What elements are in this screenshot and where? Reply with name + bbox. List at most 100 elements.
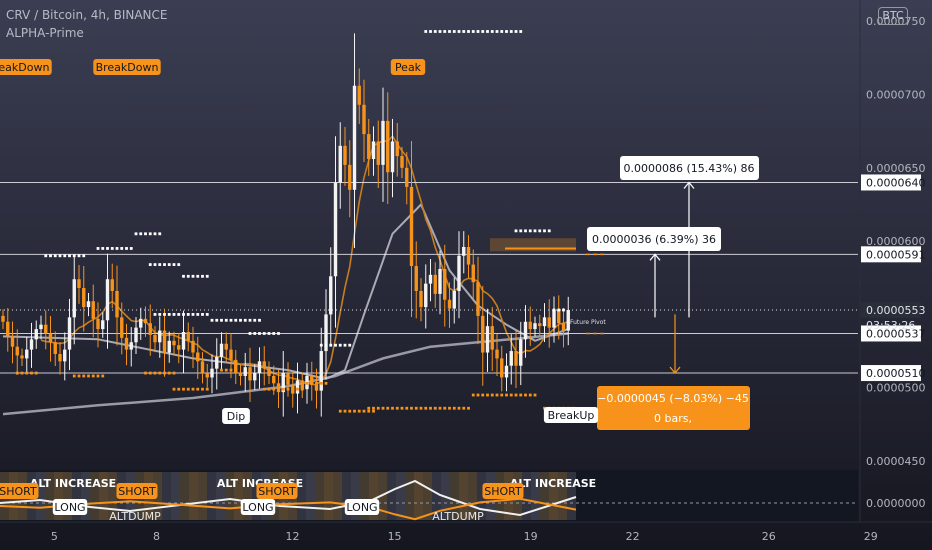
trail-dot (253, 332, 257, 335)
trail-dot (153, 263, 157, 266)
trail-dot (310, 381, 314, 385)
candle-body (6, 321, 10, 337)
trail-dot (49, 254, 52, 258)
price-line-label: 0.0000510 (866, 367, 926, 380)
signal-breakdown: BreakDown (96, 61, 159, 74)
candle-body (44, 324, 48, 334)
candle-body (481, 315, 485, 353)
candle-body (314, 384, 319, 391)
candle-body (419, 290, 423, 308)
x-tick-label: 5 (51, 530, 58, 543)
symbol-title: CRV / Bitcoin, 4h, BINANCE (6, 8, 168, 22)
osc-band (306, 472, 315, 520)
candle-body (519, 339, 523, 366)
osc-band (450, 472, 459, 520)
candle-body (167, 340, 171, 353)
trail-dot (177, 387, 181, 391)
candle-body (262, 361, 266, 369)
candle-body (234, 359, 238, 374)
osc-label-long: LONG (346, 501, 377, 514)
trail-dot (438, 406, 442, 410)
trail-dot (167, 313, 171, 316)
signal-peak: Peak (395, 61, 422, 74)
candle-body (20, 355, 24, 359)
trail-dot (405, 406, 409, 410)
trail-dot (519, 393, 523, 397)
candle-body (34, 329, 38, 340)
candle-body (101, 320, 105, 330)
trail-dot (334, 343, 337, 347)
candle-body (286, 373, 290, 385)
osc-label-short: SHORT (0, 485, 37, 498)
trail-dot (386, 406, 390, 410)
trail-dot (367, 409, 371, 413)
trail-dot (196, 274, 200, 278)
trail-dot (196, 387, 200, 391)
osc-band (369, 472, 378, 520)
trail-dot (205, 274, 209, 278)
candle-body (362, 104, 366, 135)
trail-dot (476, 30, 480, 33)
ma-long-line (2, 332, 569, 416)
osc-band (162, 472, 171, 520)
trail-dot (196, 313, 200, 316)
measure-text-3: −0.0000045 (−8.03%) −45 (597, 392, 749, 405)
trail-dot (424, 406, 428, 410)
trail-dot (277, 387, 280, 391)
candle-body (490, 326, 494, 350)
currency-badge[interactable]: BTC (878, 7, 908, 25)
trail-dot (438, 30, 442, 33)
y-tick-label: 0.0000700 (866, 89, 926, 102)
candle-body (215, 356, 219, 369)
trail-dot (172, 371, 176, 375)
osc-label-short-box (116, 483, 158, 499)
trail-dot (367, 406, 371, 410)
osc-band (225, 472, 234, 520)
osc-band (315, 472, 324, 520)
trail-dot (186, 387, 190, 391)
price-line-label-box (861, 246, 921, 263)
measure-arrow-2-head (649, 253, 661, 261)
signal-peak-box (390, 59, 426, 75)
candle-body (329, 276, 333, 315)
trail-dot (400, 406, 404, 410)
candle-body (67, 317, 72, 350)
candle-body (462, 246, 466, 256)
candle-body (443, 268, 447, 300)
candle-body (495, 349, 499, 359)
trail-dot (433, 406, 437, 410)
x-tick-label: 22 (626, 530, 640, 543)
trail-dot (348, 343, 352, 347)
trail-dot (139, 232, 143, 236)
trail-dot (220, 368, 223, 372)
trail-dot (486, 30, 489, 33)
trail-dot (348, 409, 352, 413)
trail-dot (457, 406, 461, 410)
countdown-label: 03:53:26 (866, 319, 915, 332)
candle-body (533, 323, 537, 330)
trail-dot (471, 393, 475, 397)
trail-dot (167, 263, 171, 266)
trail-dot (163, 313, 166, 316)
trail-dot (353, 409, 356, 413)
trail-dot (362, 409, 366, 413)
osc-label-alt-increase: ALT INCREASE (510, 477, 596, 490)
candle-body (371, 141, 376, 160)
trail-dot (191, 274, 195, 278)
trail-dot (58, 254, 62, 258)
measure-text-3b: 0 bars, (654, 412, 692, 425)
trail-dot (144, 232, 147, 236)
y-tick-label: 0.0000600 (866, 235, 926, 248)
trail-dot (528, 393, 532, 397)
trail-dot (357, 409, 361, 413)
candle-body (39, 324, 43, 330)
osc-band (351, 472, 360, 520)
osc-band (36, 472, 45, 520)
trail-dot (462, 406, 466, 410)
trail-dot (153, 232, 157, 236)
trail-dot (153, 313, 157, 316)
candle-body (82, 288, 86, 308)
trail-dot (267, 332, 271, 335)
